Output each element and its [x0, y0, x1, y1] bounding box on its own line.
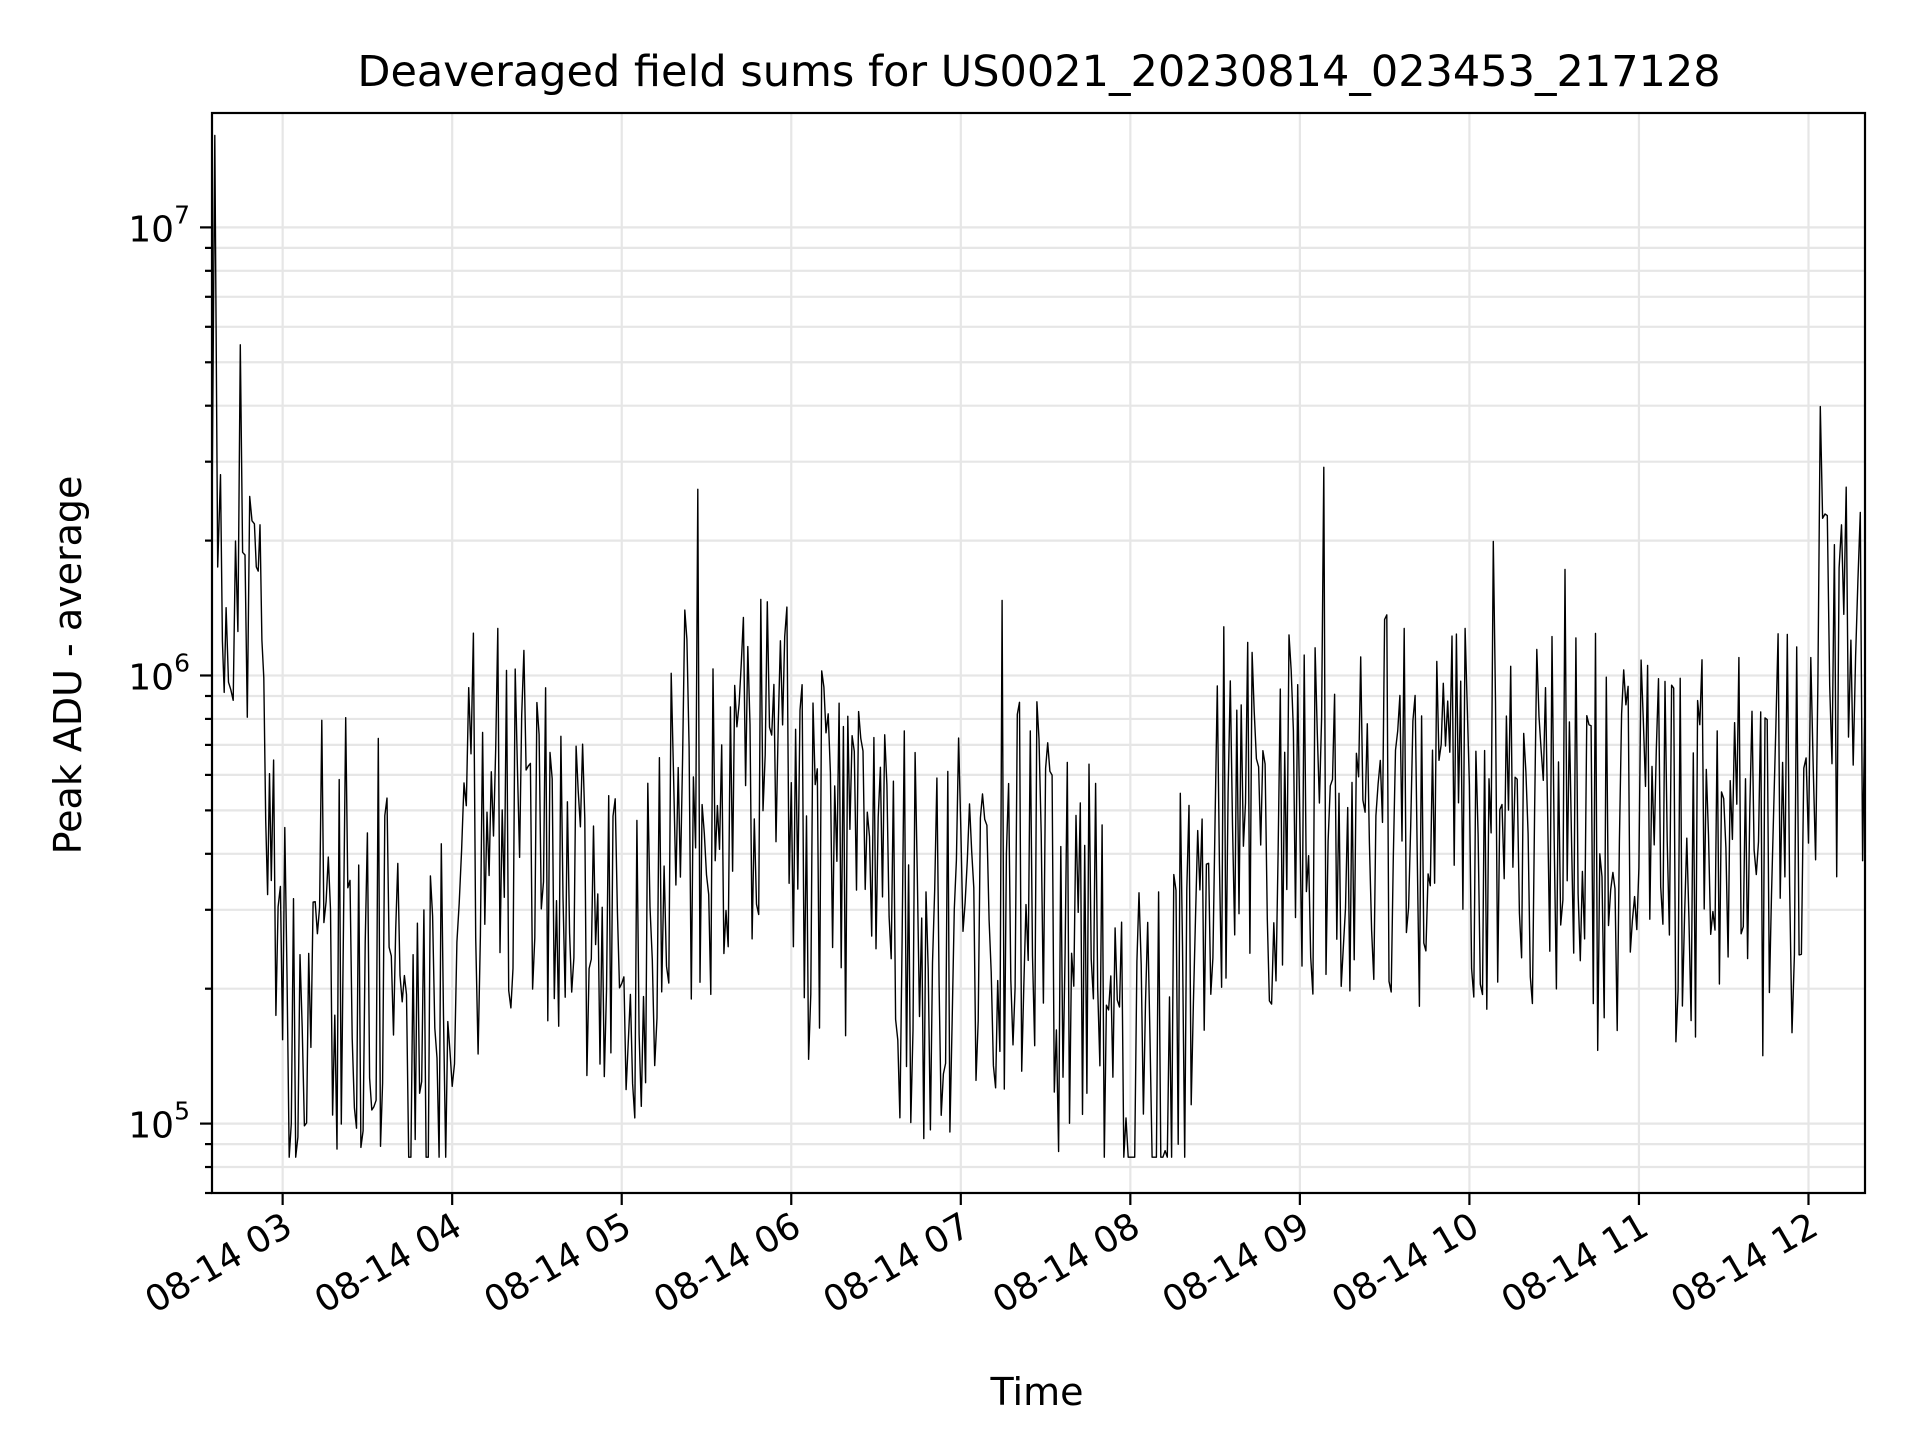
y-tick-base: 10: [128, 209, 174, 250]
axes-frame: [210, 111, 1867, 1195]
y-tick-label: 105: [128, 1097, 190, 1147]
y-axis-label: Peak ADU - average: [46, 476, 90, 855]
series-line: [211, 134, 1866, 1158]
y-tick-exponent: 6: [174, 648, 190, 677]
y-tick-base: 10: [128, 657, 174, 698]
x-axis-label: Time: [990, 1370, 1084, 1414]
y-tick-base: 10: [128, 1106, 174, 1147]
series-layer: [211, 134, 1866, 1158]
chart-title: Deaveraged field sums for US0021_2023081…: [357, 47, 1720, 97]
y-tick-label: 106: [128, 648, 190, 698]
y-tick-label: 107: [128, 200, 190, 250]
y-tick-exponent: 7: [174, 200, 190, 229]
y-tick-exponent: 5: [174, 1097, 190, 1126]
